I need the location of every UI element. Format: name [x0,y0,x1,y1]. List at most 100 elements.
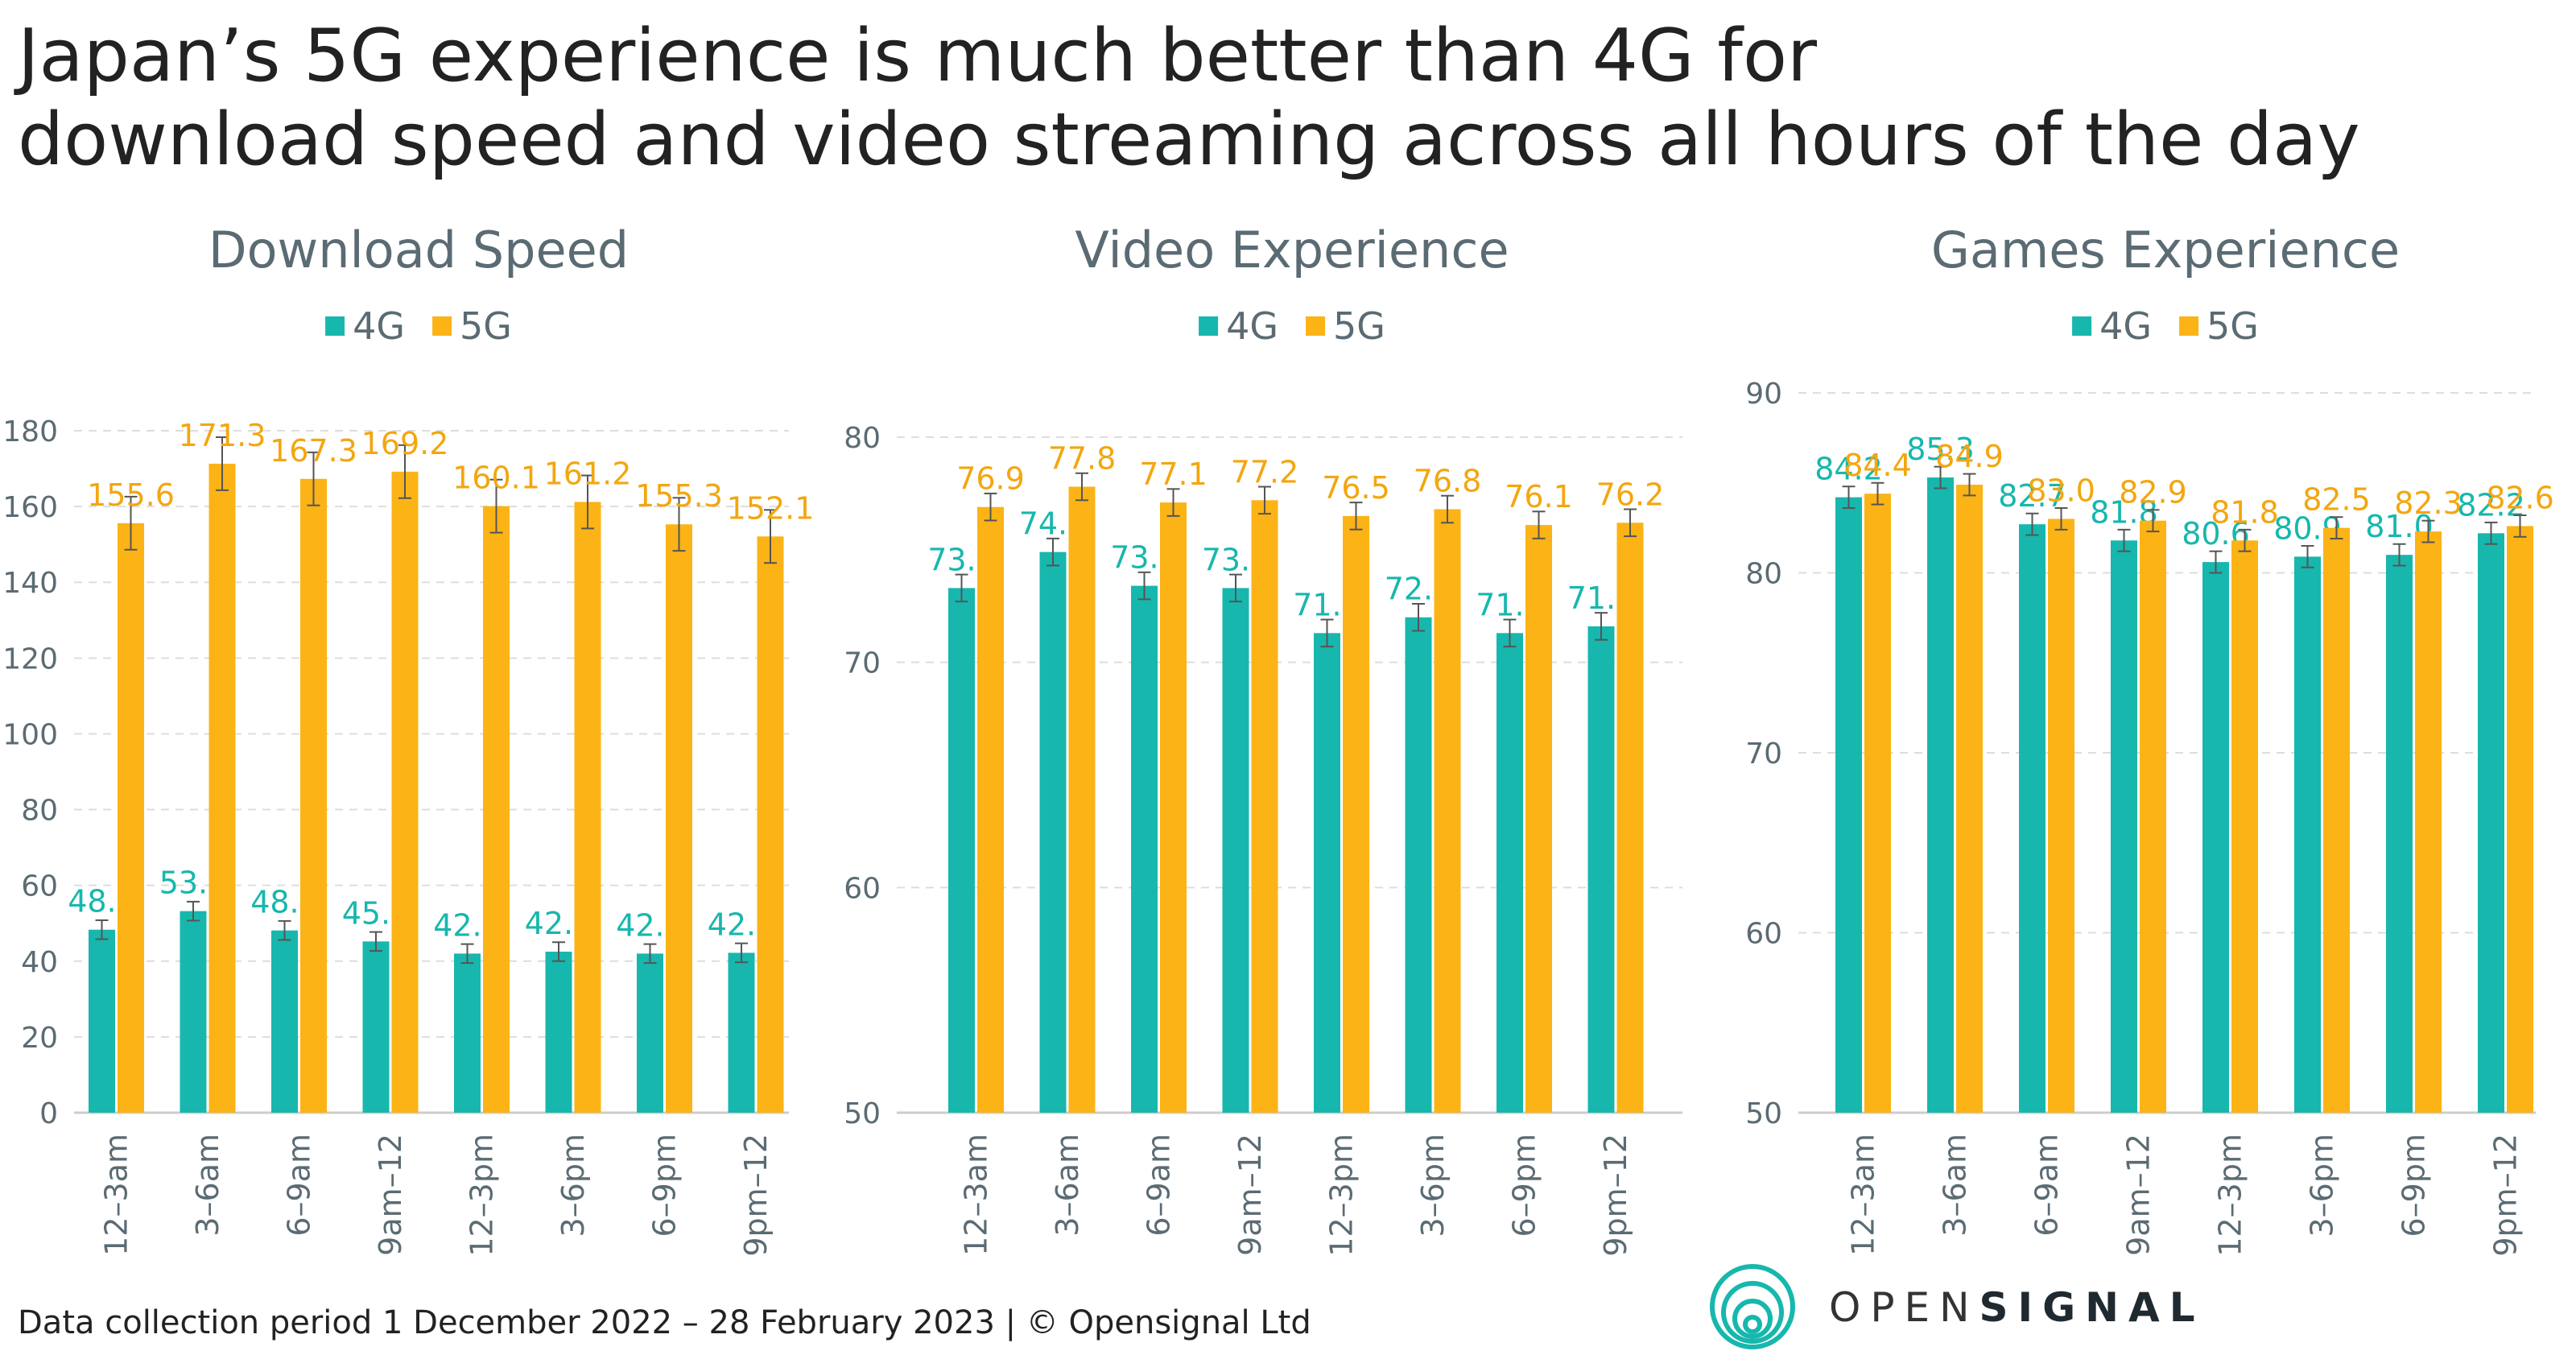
x-tick-label: 3–6pm [1415,1134,1451,1237]
x-tick-label: 6–9pm [2396,1134,2432,1237]
bar-4g [2386,555,2413,1113]
data-label-5g: 160.1 [452,461,540,496]
bar-5g [2323,527,2350,1113]
data-label-5g: 76.2 [1596,477,1665,512]
legend-item-5g: 5G [432,304,512,348]
title-line-1: Japan’s 5G experience is much better tha… [18,14,1818,98]
y-tick-label: 180 [2,415,58,448]
data-label-5g: 76.9 [956,461,1025,497]
bar-4g [271,930,298,1113]
opensignal-logo-icon [1710,1264,1795,1349]
footnote: Data collection period 1 December 2022 –… [18,1304,1311,1341]
data-label-5g: 82.9 [2119,475,2187,510]
data-label-5g: 76.5 [1322,470,1390,506]
bar-5g [1434,509,1461,1113]
x-tick-label: 6–9am [1141,1134,1177,1237]
data-label-5g: 167.3 [270,433,357,469]
bar-4g [1927,477,1954,1113]
data-label-5g: 84.9 [1935,439,2004,474]
panel-title: Games Experience [1930,221,2401,279]
legend-item-5g: 5G [2179,304,2259,348]
video-experience-panel: Video Experience 4G 5G 50 60 70 80 73.3 76.9 1… [844,209,1715,1296]
legend-label-5g: 5G [1333,304,1385,348]
legend-swatch-4g [2072,316,2092,336]
bar-5g [1251,500,1278,1113]
data-label-5g: 161.2 [544,456,632,491]
bar-4g [454,953,481,1113]
bar-4g [1496,633,1523,1113]
data-label-5g: 76.8 [1414,463,1482,498]
bar-5g [2048,519,2074,1113]
y-tick-label: 70 [1745,737,1782,771]
legend-swatch-4g [1199,316,1219,336]
x-tick-label: 6–9am [2029,1134,2065,1237]
x-tick-label: 9am–12 [1232,1134,1268,1256]
bar-5g [1525,525,1552,1113]
y-tick-label: 60 [21,870,58,903]
x-tick-label: 12–3pm [2213,1134,2248,1257]
bar-4g [1222,588,1249,1113]
download-speed-chart: 02040608010012014016018048.3155.612–3am5… [2,415,814,1257]
bar-5g [757,536,784,1113]
bar-4g [180,911,207,1113]
x-tick-label: 12–3am [1846,1134,1881,1256]
legend-swatch-5g [432,316,452,336]
bar-4g [545,952,572,1113]
bar-4g [948,588,975,1113]
y-tick-label: 80 [21,795,58,828]
legend-item-4g: 4G [1199,304,1278,348]
x-tick-label: 3–6am [1050,1134,1085,1237]
x-tick-label: 9pm–12 [738,1134,774,1257]
data-label-5g: 77.2 [1231,454,1299,490]
bar-5g [2415,531,2442,1113]
y-tick-label: 0 [39,1097,58,1130]
bar-4g [2202,562,2229,1113]
y-tick-label: 60 [844,872,881,905]
y-tick-label: 80 [844,422,881,455]
download-speed-panel: Download Speed 4G 5G 0 20 40 60 80 100 120 140 1… [0,209,861,1296]
data-label-5g: 81.8 [2211,494,2279,530]
data-label-5g: 77.1 [1139,457,1208,492]
x-tick-label: 9am–12 [2121,1134,2157,1256]
legend-item-5g: 5G [1306,304,1385,348]
bar-4g [1835,497,1862,1113]
data-label-5g: 155.3 [635,478,723,514]
data-label-5g: 76.1 [1505,479,1573,514]
data-label-5g: 169.2 [361,426,449,461]
bar-5g [1956,484,1983,1113]
y-tick-label: 120 [2,642,58,676]
bar-4g [728,952,755,1113]
bar-5g [118,523,144,1113]
bar-5g [977,506,1004,1113]
games-experience-panel: Games Experience 4G 5G 50 60 70 80 90 84.2 84.… [1715,209,2576,1296]
data-label-4g: 85.3 [1906,432,1975,467]
bar-5g [2507,526,2533,1113]
legend-label-5g: 5G [460,304,512,348]
x-tick-label: 9am–12 [373,1134,408,1256]
legend-item-4g: 4G [2072,304,2152,348]
bar-5g [2231,540,2258,1113]
x-tick-label: 9pm–12 [1598,1134,1633,1257]
bar-5g [391,471,419,1113]
bar-5g [1160,502,1187,1113]
video-experience-chart: 5060708073.376.912–3am74.977.83–6am73.47… [844,422,1682,1257]
data-label-5g: 171.3 [179,418,266,453]
x-tick-label: 3–6pm [555,1134,591,1237]
x-tick-label: 3–6pm [2305,1134,2340,1237]
panel-title: Video Experience [1075,221,1509,279]
brand-wordmark: OPENSIGNAL [1829,1284,2205,1331]
bar-5g [574,502,601,1113]
legend-label-4g: 4G [353,304,405,348]
x-tick-label: 6–9pm [1507,1134,1542,1237]
brand-part-open: OPEN [1829,1284,1979,1331]
bar-5g [1068,486,1096,1113]
bar-4g [1131,585,1158,1113]
legend: 4G 5G [325,304,512,348]
data-label-5g: 77.8 [1048,441,1117,477]
legend-swatch-5g [1306,316,1325,336]
panel-title: Download Speed [208,221,630,279]
bar-4g [637,953,663,1113]
brand-part-signal: SIGNAL [1979,1284,2205,1331]
y-tick-label: 160 [2,491,58,524]
bar-5g [300,478,327,1113]
